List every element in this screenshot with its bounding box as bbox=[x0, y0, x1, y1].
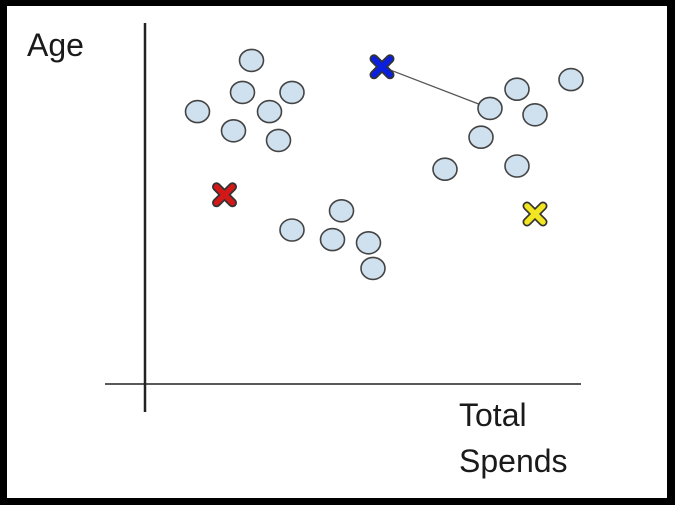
distance-line bbox=[381, 66, 491, 110]
data-point bbox=[355, 231, 382, 255]
points-layer bbox=[184, 48, 584, 281]
x-axis-label-line-1: Total bbox=[459, 397, 527, 433]
data-point bbox=[279, 218, 305, 242]
centroid-marker bbox=[522, 201, 548, 227]
data-point bbox=[522, 103, 548, 127]
centroid-marker bbox=[369, 54, 395, 80]
data-point bbox=[477, 96, 503, 121]
data-point bbox=[360, 256, 386, 281]
data-point bbox=[256, 99, 283, 124]
scatter-plot: Age Total Spends bbox=[27, 23, 584, 479]
data-point bbox=[238, 48, 265, 73]
x-axis-label: Total Spends bbox=[459, 397, 568, 479]
data-point bbox=[328, 199, 355, 223]
data-point bbox=[279, 80, 305, 105]
data-point bbox=[265, 128, 292, 153]
diagram-canvas: Age Total Spends bbox=[7, 6, 667, 498]
centroid-marker bbox=[212, 182, 237, 208]
data-point bbox=[220, 119, 247, 143]
data-point bbox=[468, 125, 494, 149]
y-axis-label: Age bbox=[27, 27, 84, 63]
data-point bbox=[558, 67, 584, 92]
data-point bbox=[184, 99, 211, 124]
x-axis-label-line-2: Spends bbox=[459, 443, 568, 479]
centroid-layer bbox=[212, 54, 548, 227]
connector-layer bbox=[381, 66, 491, 110]
data-point bbox=[504, 154, 530, 178]
data-point bbox=[504, 77, 530, 101]
data-point bbox=[432, 157, 458, 181]
data-point bbox=[319, 227, 346, 252]
data-point bbox=[229, 80, 256, 105]
